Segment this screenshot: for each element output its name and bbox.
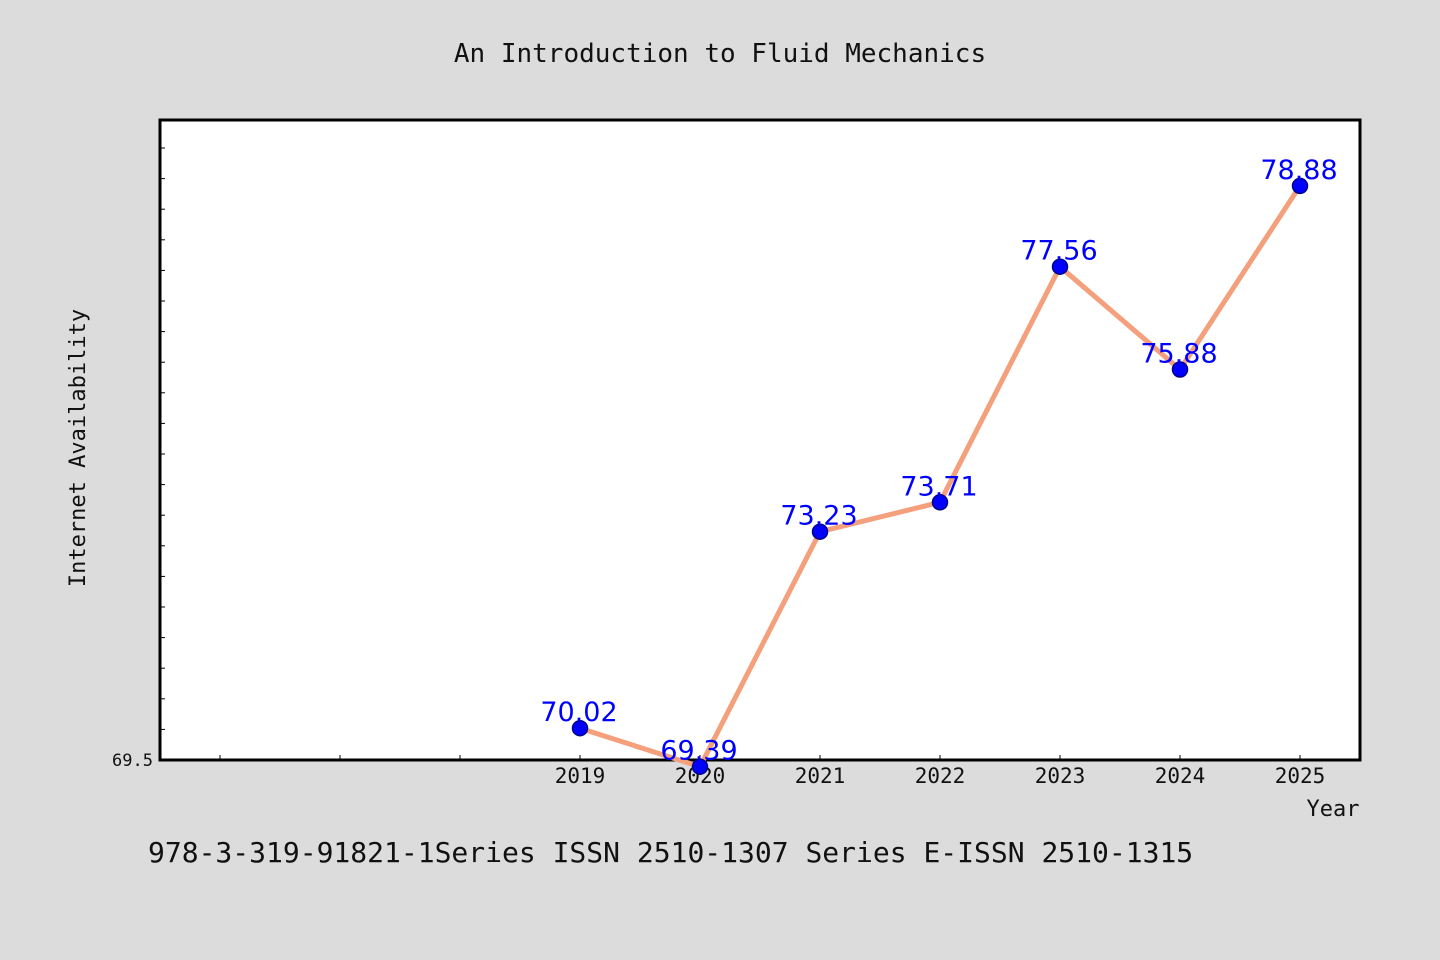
x-tick-label: 2021 <box>795 764 846 788</box>
series-markers <box>571 177 1309 775</box>
data-point <box>1291 177 1309 195</box>
data-label: 70.02 <box>540 697 617 728</box>
x-tick-label: 2024 <box>1155 764 1206 788</box>
data-label: 73.23 <box>780 501 857 532</box>
x-tick-label: 2022 <box>915 764 966 788</box>
axis-ticks <box>160 147 1301 760</box>
data-label: 69.39 <box>660 736 737 767</box>
data-point <box>691 758 709 775</box>
data-labels: 70.02 69.39 73.23 73.71 77.56 75.88 78.88 <box>540 155 1337 767</box>
data-point <box>931 494 949 511</box>
y-axis-label: Internet Availability <box>66 309 91 587</box>
data-point <box>1171 361 1189 378</box>
data-label: 77.56 <box>1020 236 1097 267</box>
x-tick-label: 2023 <box>1035 764 1086 788</box>
footer-text: 978-3-319-91821-1Series ISSN 2510-1307 S… <box>148 836 1193 869</box>
y-tick-label: 69.5 <box>112 751 153 771</box>
data-label: 75.88 <box>1140 339 1217 370</box>
plot-area <box>158 118 1362 762</box>
x-tick-labels: 2019 2020 2021 2022 2023 2024 2025 <box>555 764 1326 788</box>
x-tick-label: 2025 <box>1275 764 1326 788</box>
data-point <box>1051 258 1069 275</box>
data-label: 78.88 <box>1260 155 1337 186</box>
data-point <box>811 523 829 540</box>
data-point <box>571 719 589 737</box>
x-axis-label: Year <box>1307 797 1360 822</box>
chart-title: An Introduction to Fluid Mechanics <box>454 39 986 69</box>
x-tick-label: 2019 <box>555 764 606 788</box>
data-label: 73.71 <box>900 471 977 502</box>
